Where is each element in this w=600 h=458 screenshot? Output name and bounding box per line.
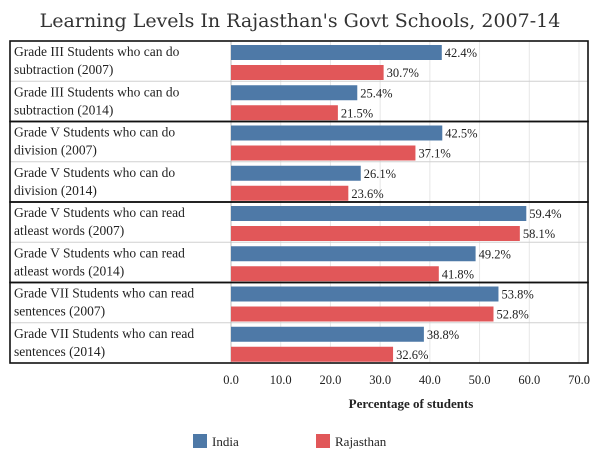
bar-india (231, 85, 358, 101)
category-label: Grade V Students who can read atleast wor… (14, 205, 185, 238)
legend-label-rajasthan: Rajasthan (335, 434, 387, 449)
value-label-india: 59.4% (529, 207, 561, 221)
value-label-rajasthan: 23.6% (351, 187, 383, 201)
value-label-india: 49.2% (479, 247, 511, 261)
legend-swatch-rajasthan (316, 434, 330, 448)
category-label-line: Grade V Students who can read (14, 205, 185, 220)
value-label-india: 53.8% (501, 288, 533, 302)
value-label-rajasthan: 41.8% (442, 267, 474, 281)
category-label-line: atleast words (2007) (14, 223, 124, 238)
category-label-line: sentences (2014) (14, 344, 105, 359)
category-label-line: Grade VII Students who can read (14, 326, 194, 341)
category-label: Grade V Students who can do division (201… (14, 165, 175, 198)
bar-rajasthan (231, 346, 394, 362)
value-label-rajasthan: 30.7% (387, 66, 419, 80)
category-label-line: Grade V Students who can do (14, 125, 175, 140)
bar-india (231, 326, 424, 342)
x-tick-label: 20.0 (319, 373, 341, 387)
category-label-line: subtraction (2007) (14, 62, 113, 77)
bar-india (231, 165, 361, 181)
value-label-rajasthan: 21.5% (341, 106, 373, 120)
bar-india (231, 206, 527, 221)
category-label-line: Grade III Students who can do (14, 84, 180, 99)
value-label-rajasthan: 58.1% (523, 227, 555, 241)
bar-rajasthan (231, 105, 338, 121)
category-label: Grade V Students who can do division (200… (14, 125, 175, 158)
bar-rajasthan (231, 65, 384, 80)
category-label-line: atleast words (2014) (14, 263, 124, 278)
x-axis-title: Percentage of students (349, 396, 474, 411)
x-tick-label: 30.0 (369, 373, 391, 387)
category-label: Grade VII Students who can read sentences… (14, 286, 194, 319)
x-tick-label: 50.0 (469, 373, 491, 387)
x-tick-label: 40.0 (419, 373, 441, 387)
x-tick-label: 60.0 (518, 373, 540, 387)
bar-india (231, 246, 476, 262)
category-label-line: Grade V Students who can read (14, 245, 185, 260)
chart-title: Learning Levels In Rajasthan's Govt Scho… (40, 10, 561, 32)
category-label-line: Grade V Students who can do (14, 165, 175, 180)
category-label-line: division (2007) (14, 143, 97, 158)
x-tick-label: 0.0 (223, 373, 239, 387)
value-label-rajasthan: 37.1% (418, 147, 450, 161)
bar-rajasthan (231, 145, 416, 161)
category-label-line: Grade VII Students who can read (14, 286, 194, 301)
category-label-line: sentences (2007) (14, 304, 105, 319)
category-label: Grade III Students who can do subtraction… (14, 84, 180, 117)
bar-india (231, 286, 499, 302)
x-tick-label: 70.0 (568, 373, 590, 387)
value-label-india: 42.4% (445, 46, 477, 60)
value-label-india: 42.5% (445, 127, 477, 141)
bar-rajasthan (231, 266, 439, 282)
bar-rajasthan (231, 306, 494, 322)
category-label: Grade VII Students who can read sentences… (14, 326, 194, 359)
value-label-india: 38.8% (427, 328, 459, 342)
bar-india (231, 125, 443, 141)
category-label-line: Grade III Students who can do (14, 44, 180, 59)
legend-label-india: India (212, 434, 239, 449)
plot-area: 42.4% 30.7% Grade III Students who can do s… (9, 40, 590, 387)
category-label-line: subtraction (2014) (14, 102, 113, 117)
value-label-rajasthan: 32.6% (396, 348, 428, 362)
value-label-india: 25.4% (360, 86, 392, 100)
bar-rajasthan (231, 185, 349, 201)
category-label: Grade III Students who can do subtraction… (14, 44, 180, 77)
x-tick-label: 10.0 (270, 373, 292, 387)
category-label: Grade V Students who can read atleast wor… (14, 245, 185, 278)
value-label-india: 26.1% (364, 167, 396, 181)
legend-swatch-india (193, 434, 207, 448)
bar-rajasthan (231, 226, 520, 241)
group-border (9, 281, 589, 364)
legend: India Rajasthan (193, 434, 387, 449)
bar-india (231, 45, 442, 60)
category-label-line: division (2014) (14, 183, 97, 198)
value-label-rajasthan: 52.8% (496, 308, 528, 322)
